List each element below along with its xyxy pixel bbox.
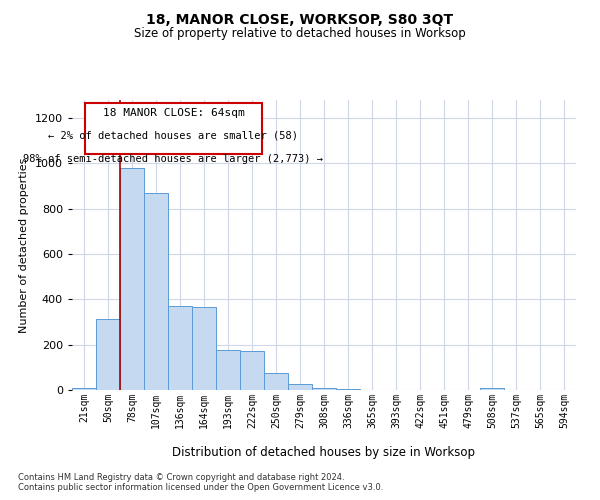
Bar	[288, 384, 312, 390]
Text: Contains HM Land Registry data © Crown copyright and database right 2024.: Contains HM Land Registry data © Crown c…	[18, 474, 344, 482]
Bar	[96, 318, 120, 390]
Bar	[240, 352, 264, 390]
Bar	[192, 308, 216, 390]
Bar	[120, 168, 144, 390]
Bar	[264, 373, 288, 390]
Text: ← 2% of detached houses are smaller (58): ← 2% of detached houses are smaller (58)	[49, 131, 298, 141]
Text: Size of property relative to detached houses in Worksop: Size of property relative to detached ho…	[134, 28, 466, 40]
Text: 18, MANOR CLOSE, WORKSOP, S80 3QT: 18, MANOR CLOSE, WORKSOP, S80 3QT	[146, 12, 454, 26]
Text: Distribution of detached houses by size in Worksop: Distribution of detached houses by size …	[173, 446, 476, 459]
Bar	[312, 388, 336, 390]
Y-axis label: Number of detached properties: Number of detached properties	[19, 158, 29, 332]
Text: 98% of semi-detached houses are larger (2,773) →: 98% of semi-detached houses are larger (…	[23, 154, 323, 164]
Text: 18 MANOR CLOSE: 64sqm: 18 MANOR CLOSE: 64sqm	[103, 108, 244, 118]
Bar	[216, 350, 240, 390]
Text: Contains public sector information licensed under the Open Government Licence v3: Contains public sector information licen…	[18, 484, 383, 492]
FancyBboxPatch shape	[85, 104, 262, 154]
Bar	[144, 193, 168, 390]
Bar	[72, 388, 96, 390]
Bar	[168, 306, 192, 390]
Bar	[480, 388, 504, 390]
